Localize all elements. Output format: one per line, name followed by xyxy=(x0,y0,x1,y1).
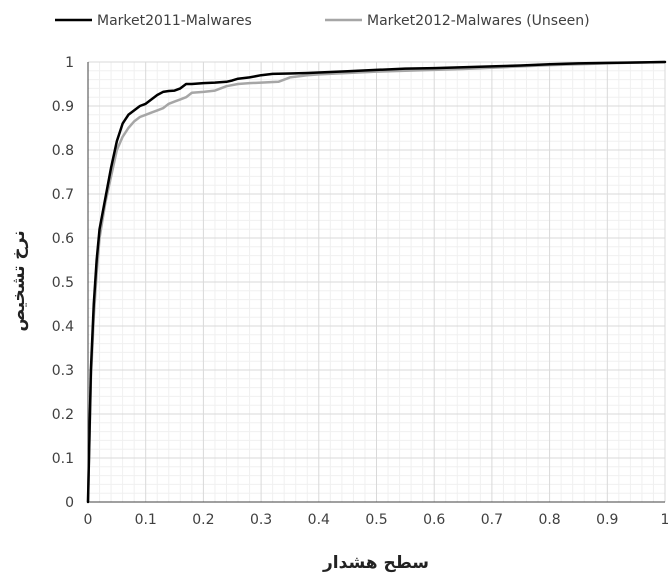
x-tick-label: 0.1 xyxy=(135,512,157,528)
y-tick-label: 0.8 xyxy=(52,143,74,159)
y-tick-label: 1 xyxy=(65,55,74,71)
x-axis-title: سطح هشدار xyxy=(322,553,429,573)
x-tick-label: 0 xyxy=(84,512,93,528)
y-tick-labels: 0 0.1 0.2 0.3 0.4 0.5 0.6 0.7 0.8 0.9 1 xyxy=(52,55,74,511)
x-tick-label: 0.9 xyxy=(596,512,618,528)
x-tick-label: 0.5 xyxy=(365,512,387,528)
legend: Market2011-Malwares Market2012-Malwares … xyxy=(55,13,590,29)
axes xyxy=(87,62,665,503)
y-tick-label: 0.9 xyxy=(52,99,74,115)
x-tick-label: 0.3 xyxy=(250,512,272,528)
major-grid xyxy=(87,61,666,503)
series-line-market2011 xyxy=(86,60,667,504)
series-layer xyxy=(86,60,667,504)
x-tick-label: 1 xyxy=(661,512,668,528)
legend-label-market2011: Market2011-Malwares xyxy=(97,13,252,29)
x-tick-label: 0.6 xyxy=(423,512,445,528)
x-tick-label: 0.4 xyxy=(308,512,330,528)
x-tick-label: 0.8 xyxy=(538,512,560,528)
series-line-market2012 xyxy=(86,60,667,504)
x-tick-labels: 0 0.1 0.2 0.3 0.4 0.5 0.6 0.7 0.8 0.9 1 xyxy=(84,512,668,528)
y-tick-label: 0.5 xyxy=(52,275,74,291)
y-tick-label: 0.1 xyxy=(52,451,74,467)
y-tick-label: 0.2 xyxy=(52,407,74,423)
x-tick-label: 0.7 xyxy=(481,512,503,528)
y-tick-label: 0 xyxy=(65,495,74,511)
y-tick-label: 0.4 xyxy=(52,319,74,335)
legend-label-market2012: Market2012-Malwares (Unseen) xyxy=(367,13,590,29)
y-tick-label: 0.3 xyxy=(52,363,74,379)
x-tick-label: 0.2 xyxy=(192,512,214,528)
y-tick-label: 0.6 xyxy=(52,231,74,247)
y-tick-label: 0.7 xyxy=(52,187,74,203)
y-axis-title: نرخ تشخیص xyxy=(9,230,29,331)
